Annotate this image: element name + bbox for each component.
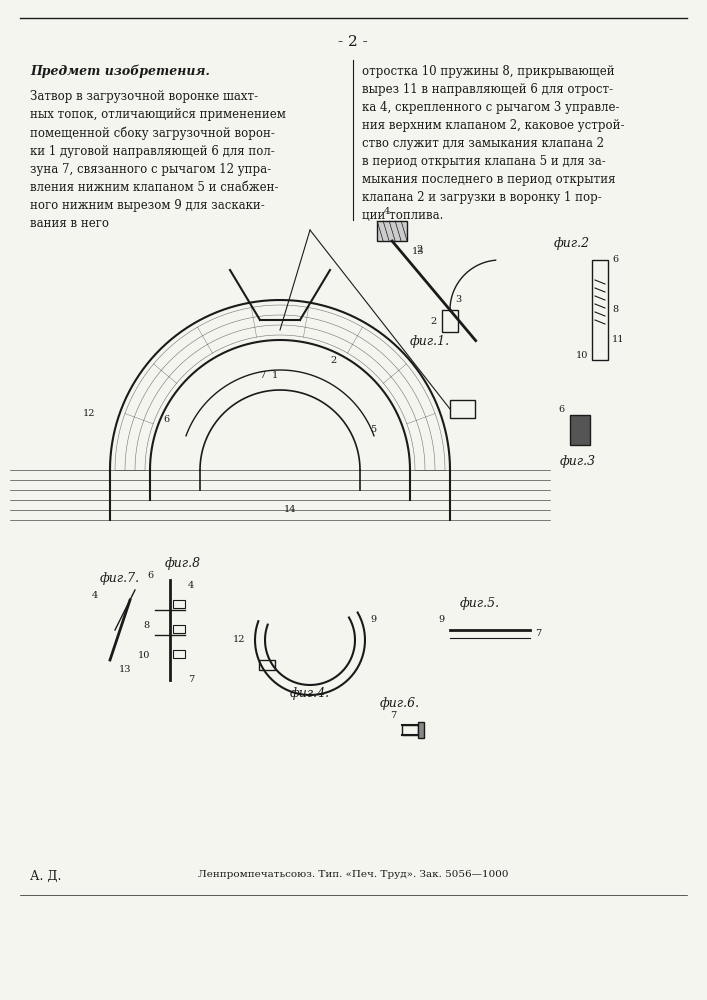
Text: 7: 7 [259, 370, 265, 379]
Text: фиг.2: фиг.2 [554, 237, 590, 250]
FancyBboxPatch shape [570, 415, 590, 445]
Text: 7: 7 [390, 710, 396, 720]
Bar [450, 400, 475, 418]
Text: А. Д.: А. Д. [30, 870, 62, 883]
Text: 10: 10 [138, 650, 150, 660]
Text: 2: 2 [431, 316, 437, 326]
Bar [592, 260, 608, 360]
Text: 1: 1 [272, 371, 278, 380]
Text: 11: 11 [612, 336, 624, 344]
Bar [173, 625, 185, 633]
Bar [173, 600, 185, 608]
Bar [402, 725, 418, 735]
Text: фиг.5.: фиг.5. [460, 597, 500, 610]
Bar [418, 722, 424, 738]
Text: Затвор в загрузочной воронке шахт-
ных топок, отличающийся применением
помещенно: Затвор в загрузочной воронке шахт- ных т… [30, 90, 286, 230]
Text: фиг.1.: фиг.1. [410, 335, 450, 348]
Text: 9: 9 [370, 615, 376, 624]
Text: 2: 2 [417, 245, 423, 254]
Text: фиг.6.: фиг.6. [380, 697, 420, 710]
Text: отростка 10 пружины 8, прикрывающей
вырез 11 в направляющей 6 для отрост-
ка 4, : отростка 10 пружины 8, прикрывающей выре… [362, 65, 624, 222]
Text: - 2 -: - 2 - [338, 35, 368, 49]
Text: 4: 4 [384, 207, 390, 216]
Bar [442, 310, 458, 332]
Text: 5: 5 [370, 426, 376, 434]
Text: фиг.4.: фиг.4. [290, 687, 330, 700]
Text: 6: 6 [147, 570, 153, 580]
Text: 12: 12 [233, 636, 245, 645]
Text: 7: 7 [188, 676, 194, 684]
Text: 8: 8 [612, 306, 618, 314]
Text: Предмет изобретения.: Предмет изобретения. [30, 65, 210, 79]
Text: 8: 8 [144, 620, 150, 630]
Text: 4: 4 [92, 590, 98, 599]
Text: фиг.7.: фиг.7. [100, 572, 140, 585]
Text: Ленпромпечатьсоюз. Тип. «Печ. Труд». Зак. 5056—1000: Ленпромпечатьсоюз. Тип. «Печ. Труд». Зак… [198, 870, 508, 879]
Text: 6: 6 [612, 255, 618, 264]
Text: фиг.3: фиг.3 [560, 455, 596, 468]
Text: 10: 10 [575, 351, 588, 360]
Text: 9: 9 [439, 615, 445, 624]
Bar [377, 221, 407, 241]
Text: фиг.8: фиг.8 [165, 557, 201, 570]
Text: 4: 4 [188, 580, 194, 589]
Text: 7: 7 [535, 630, 542, 639]
Text: 3: 3 [455, 296, 461, 304]
Text: 6: 6 [164, 416, 170, 424]
Text: 13: 13 [119, 666, 132, 674]
Text: 6: 6 [559, 406, 565, 414]
Text: 13: 13 [412, 247, 425, 256]
Text: 2: 2 [330, 356, 337, 365]
Bar [259, 660, 275, 670]
Text: 14: 14 [284, 505, 296, 514]
Text: 12: 12 [83, 409, 95, 418]
Bar [173, 650, 185, 658]
